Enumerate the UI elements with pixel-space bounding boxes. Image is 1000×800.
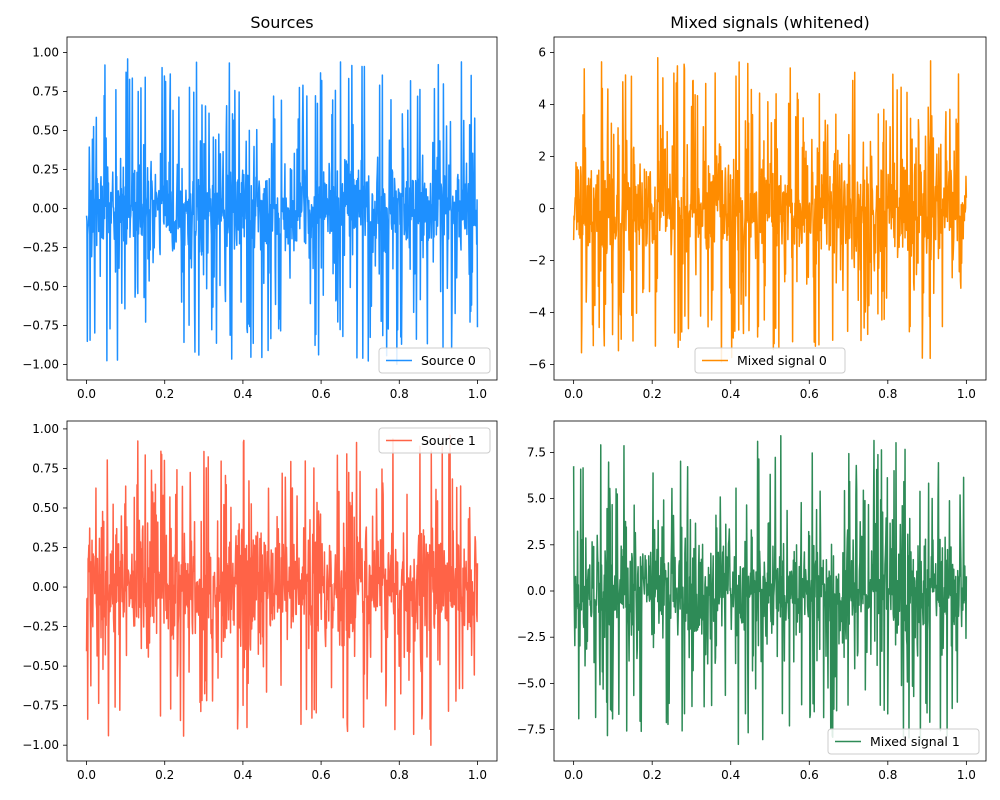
axes-frame: [66, 420, 498, 762]
y-tick-label: 0.00: [32, 580, 59, 594]
y-tick-label: −0.25: [22, 240, 59, 254]
legend-box: [378, 347, 491, 374]
y-tick-label: −0.75: [22, 699, 59, 713]
y-tick-label: 0: [538, 202, 546, 216]
x-tick-label: 0.4: [233, 768, 252, 782]
x-tick-label: 1.0: [957, 768, 976, 782]
y-tick-label: 0.75: [32, 85, 59, 99]
legend-box: [827, 728, 980, 755]
x-tick-label: 0.2: [155, 387, 174, 401]
y-tick-label: −1.00: [22, 738, 59, 752]
y-tick-label: −0.50: [22, 659, 59, 673]
legend-box: [378, 427, 491, 454]
y-tick-label: −0.25: [22, 620, 59, 634]
series-line-source-1: [85, 434, 479, 746]
x-tick-label: 0.4: [721, 387, 740, 401]
panel-title: Sources: [250, 13, 313, 32]
legend-label: Source 0: [421, 353, 476, 368]
y-tick-label: 7.5: [527, 445, 546, 459]
y-tick-label: −4: [528, 305, 546, 319]
y-tick-label: −5.0: [517, 676, 546, 690]
panel-bottom-left: 0.0 0.2 0.4 0.6 0.8 1.0 −1.00 −0.75 −0.50 −0.25 0.…: [22, 420, 498, 782]
x-tick-label: 0.6: [312, 387, 331, 401]
legend-label: Source 1: [421, 433, 476, 448]
legend-label: Mixed signal 0: [737, 353, 827, 368]
x-tick-label: 0.8: [390, 387, 409, 401]
x-tick-label: 0.8: [878, 768, 897, 782]
y-tick-label: 0.25: [32, 163, 59, 177]
x-tick-label: 0.8: [390, 768, 409, 782]
y-tick-label: 0.0: [527, 584, 546, 598]
x-tick-label: 1.0: [468, 768, 487, 782]
legend: Mixed signal 0: [694, 347, 846, 374]
y-tick-label: 1.00: [32, 422, 59, 436]
y-tick-label: 0.50: [32, 501, 59, 515]
legend-box: [694, 347, 846, 374]
y-tick-label: 2.5: [527, 538, 546, 552]
x-tick-label: 0.4: [721, 768, 740, 782]
x-tick-label: 0.6: [312, 768, 331, 782]
panel-top-left: 0.0 0.2 0.4 0.6 0.8 1.0 −1.00 −0.75 −0.50 −0.25 0.…: [22, 13, 498, 401]
y-tick-label: 6: [538, 46, 546, 60]
y-tick-label: −0.50: [22, 279, 59, 293]
panel-top-right: 0.0 0.2 0.4 0.6 0.8 1.0 −6 −4 −2 0 2 4 6 Mixed signal…: [528, 13, 987, 401]
y-tick-label: −2: [528, 253, 546, 267]
y-tick-label: 4: [538, 98, 546, 112]
y-tick-label: 2: [538, 150, 546, 164]
x-tick-label: 1.0: [957, 387, 976, 401]
y-tick-label: −0.75: [22, 318, 59, 332]
legend-label: Mixed signal 1: [870, 734, 960, 749]
x-tick-label: 0.0: [77, 387, 96, 401]
y-tick-label: −1.00: [22, 357, 59, 371]
series-line-mixed-signal-1: [572, 435, 968, 746]
x-tick-label: 0.0: [564, 768, 583, 782]
y-tick-label: 0.00: [32, 202, 59, 216]
x-tick-label: 0.6: [800, 387, 819, 401]
x-tick-label: 0.4: [233, 387, 252, 401]
x-tick-label: 0.2: [155, 768, 174, 782]
y-tick-label: 0.75: [32, 461, 59, 475]
legend: Source 0: [378, 347, 491, 374]
y-tick-label: 1.00: [32, 46, 59, 60]
panel-bottom-right: 0.0 0.2 0.4 0.6 0.8 1.0 −7.5 −5.0 −2.5 0.0 2.5 5.0 7…: [517, 420, 987, 782]
series-line-source-0: [85, 58, 479, 366]
x-tick-label: 0.2: [643, 768, 662, 782]
x-tick-label: 0.8: [878, 387, 897, 401]
legend: Source 1: [378, 427, 491, 454]
panel-title: Mixed signals (whitened): [670, 13, 869, 32]
x-tick-label: 0.0: [564, 387, 583, 401]
legend: Mixed signal 1: [827, 728, 980, 755]
x-tick-label: 0.2: [643, 387, 662, 401]
y-tick-label: −6: [528, 357, 546, 371]
y-tick-label: 0.25: [32, 541, 59, 555]
y-tick-label: 0.50: [32, 124, 59, 138]
x-tick-label: 1.0: [468, 387, 487, 401]
y-tick-label: 5.0: [527, 492, 546, 506]
x-tick-label: 0.6: [800, 768, 819, 782]
y-tick-label: −7.5: [517, 723, 546, 737]
x-tick-label: 0.0: [77, 768, 96, 782]
series-line-mixed-signal-0: [572, 57, 968, 363]
y-tick-label: −2.5: [517, 630, 546, 644]
